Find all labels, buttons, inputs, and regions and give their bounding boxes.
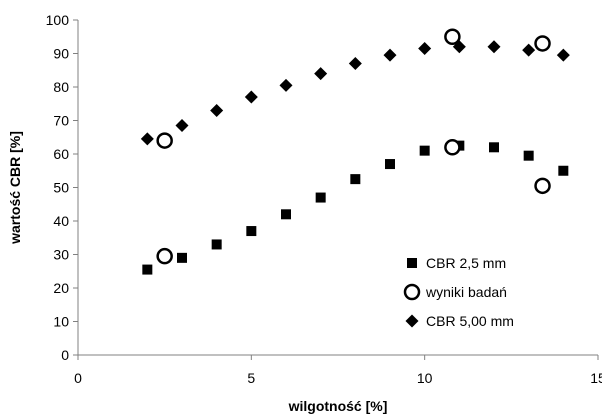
legend-marker bbox=[407, 258, 417, 268]
x-tick-label: 10 bbox=[417, 370, 433, 386]
circle-point bbox=[156, 132, 173, 149]
y-tick-label: 50 bbox=[53, 180, 69, 196]
legend: CBR 2,5 mm wyniki badań CBR 5,00 mm bbox=[403, 255, 514, 329]
legend-label: wyniki badań bbox=[425, 284, 507, 300]
y-tick-label: 20 bbox=[53, 280, 69, 296]
y-tick-label: 90 bbox=[53, 46, 69, 62]
diamond-point bbox=[383, 48, 397, 62]
square-point bbox=[177, 252, 187, 263]
x-tick-label: 0 bbox=[74, 370, 82, 386]
diamond-point bbox=[210, 103, 224, 117]
diamond-point bbox=[314, 67, 328, 81]
square-point bbox=[419, 145, 430, 156]
circle-point bbox=[534, 35, 551, 52]
y-tick-label: 40 bbox=[53, 213, 69, 229]
square-point bbox=[142, 264, 153, 275]
diamond-point bbox=[418, 41, 432, 55]
circle-point bbox=[444, 28, 461, 45]
circle-point bbox=[444, 139, 461, 156]
axes bbox=[77, 20, 598, 356]
diamond-point bbox=[556, 48, 570, 62]
square-point bbox=[246, 226, 257, 237]
y-tick-label: 10 bbox=[53, 314, 69, 330]
circle-point bbox=[156, 247, 173, 265]
legend-marker bbox=[403, 283, 421, 301]
y-tick-label: 60 bbox=[53, 146, 69, 162]
legend-label: CBR 2,5 mm bbox=[426, 255, 506, 271]
diamond-point bbox=[452, 40, 466, 54]
circle-point bbox=[534, 177, 551, 195]
diamond-point bbox=[244, 90, 258, 104]
y-tick-label: 100 bbox=[46, 12, 70, 28]
square-point bbox=[350, 174, 361, 185]
diamond-point bbox=[522, 43, 536, 57]
square-point bbox=[281, 209, 291, 220]
legend-marker bbox=[405, 314, 419, 328]
y-tick-label: 30 bbox=[53, 247, 69, 263]
square-point bbox=[558, 165, 569, 176]
diamond-point bbox=[175, 119, 189, 133]
square-point bbox=[211, 239, 222, 250]
diamond-point bbox=[279, 78, 293, 92]
square-point bbox=[523, 150, 534, 161]
data-points bbox=[140, 28, 570, 275]
x-axis-ticks: 0 5 10 15 bbox=[74, 355, 602, 386]
y-tick-label: 0 bbox=[61, 347, 69, 363]
diamond-point bbox=[140, 132, 154, 146]
legend-label: CBR 5,00 mm bbox=[426, 313, 514, 329]
y-tick-label: 80 bbox=[53, 79, 69, 95]
diamond-point bbox=[348, 57, 362, 71]
diamond-point bbox=[487, 40, 501, 54]
x-tick-label: 5 bbox=[247, 370, 255, 386]
square-point bbox=[489, 142, 499, 153]
x-tick-label: 15 bbox=[590, 370, 602, 386]
y-tick-label: 70 bbox=[53, 113, 69, 129]
y-axis-title: wartość CBR [%] bbox=[7, 131, 23, 245]
y-axis-ticks: 0 10 20 30 40 50 60 70 80 90 100 bbox=[46, 12, 78, 363]
square-point bbox=[385, 159, 395, 170]
square-point bbox=[315, 192, 326, 203]
x-axis-title: wilgotność [%] bbox=[288, 398, 388, 414]
